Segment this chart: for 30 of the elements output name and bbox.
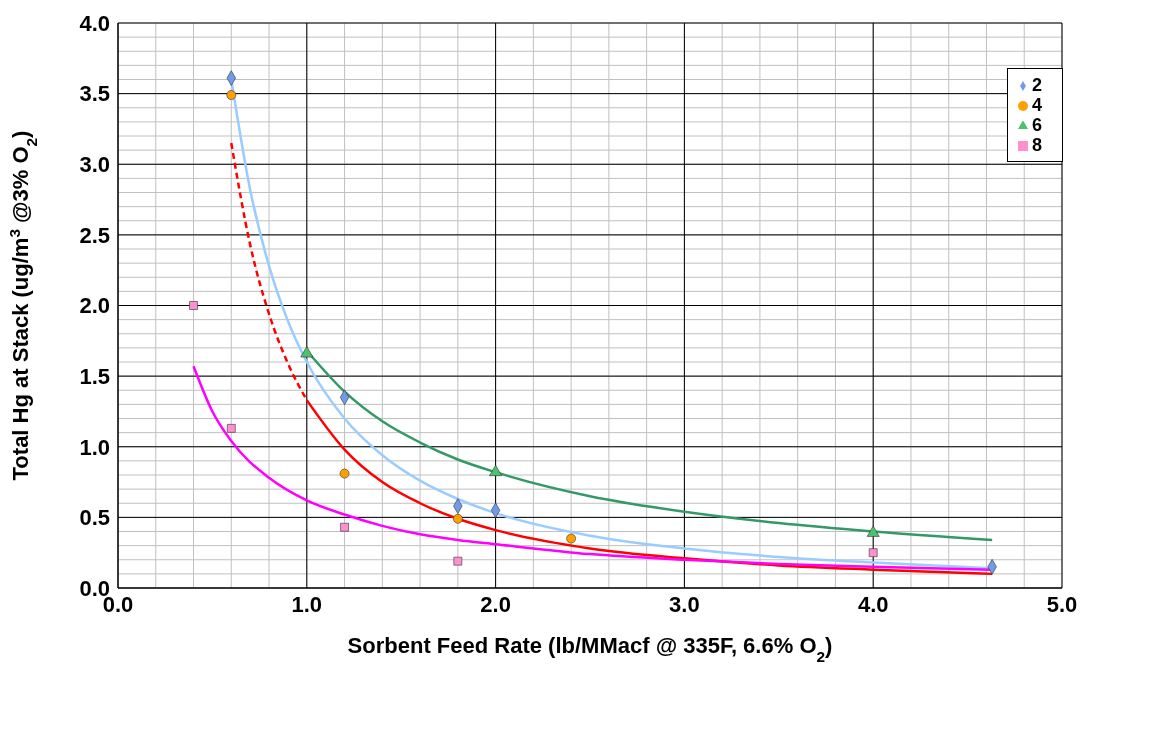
y-tick-label: 2.0 [79,293,110,319]
point [453,513,463,524]
legend-label: 6 [1031,115,1042,135]
legend-label: 8 [1031,135,1042,155]
point [340,522,349,532]
point [300,346,314,358]
point [868,548,878,557]
point [866,525,880,537]
x-tick-label: 1.0 [291,591,323,617]
y-tick-label: 3.0 [79,152,110,178]
legend-label: 2 [1031,75,1042,95]
y-tick-label: 1.5 [79,363,110,389]
y-tick-label: 4.0 [79,10,110,36]
legend-label: 4 [1031,95,1042,115]
x-tick-label: 3.0 [669,591,700,617]
point [489,464,502,476]
point [453,556,463,566]
point [189,301,198,310]
point [339,468,350,479]
y-tick-label: 3.5 [79,81,110,107]
point [226,424,236,433]
y-tick-label: 1.0 [79,434,110,460]
x-axis-title: Sorbent Feed Rate (lb/MMacf @ 335F, 6.6% O$_{2}$) [347,633,833,665]
point [226,90,237,100]
x-tick-label: 2.0 [480,591,511,617]
y-tick-label: 2.5 [79,222,110,248]
point [566,533,576,544]
x-tick-label: 4.0 [857,591,889,617]
y-tick-label: 0.5 [79,505,110,531]
x-tick-label: 5.0 [1046,591,1078,617]
